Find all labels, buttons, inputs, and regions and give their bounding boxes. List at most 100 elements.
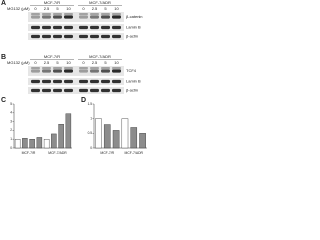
blot-band [31,13,40,15]
bar [95,118,102,149]
lane-label: 10 [114,6,119,11]
row-label: β-actin [126,88,138,93]
blot-band [79,67,88,69]
blot-band [90,34,99,39]
bar [43,138,50,149]
treatment-label: MG132 (μM) [7,6,30,11]
blot-band [79,69,88,73]
bar [65,113,72,149]
y-tick-label: 1.5 [88,102,93,106]
blot-band [42,13,51,15]
blot-band [42,34,51,39]
blot-band [90,88,99,93]
blot-band [90,13,99,15]
y-tick-label: 5 [10,102,12,106]
blot-band [90,69,99,73]
blot-band [53,13,62,15]
blot-band [112,67,121,69]
lane-label: 0 [34,60,37,65]
blot-band [64,69,73,73]
group-label: MCF-7/ADR [125,151,144,155]
treatment-label: MG132 (μM) [7,60,30,65]
row-label: β-actin [126,34,138,39]
blot-band [90,79,99,84]
blot-band [31,15,40,19]
blot-band [112,25,121,30]
blot-band [79,88,88,93]
bar [58,124,64,149]
bar [103,124,111,149]
blot-band [112,13,121,15]
y-tick-label: 2 [10,128,12,132]
blot-band [64,88,73,93]
y-tick-label: 1 [10,137,12,141]
blot-band [79,13,88,15]
page: A MG132 (μM) MCF-7/R 0 2.5 5 10 MCF-7/ADR 0 2.5 5 1… [0,0,150,160]
lane-label: 2.5 [44,60,50,65]
lane-label: 5 [56,60,59,65]
bar [51,133,57,149]
panel-label: C [1,97,6,104]
bar [112,130,120,149]
blot-strip [28,78,124,85]
group-label: MCF-7/R [22,151,36,155]
blot-band [101,79,110,84]
blot-band [112,69,121,73]
blot-band [112,15,121,19]
blot-band [42,69,51,73]
blot-band [53,69,62,73]
blot-band [90,67,99,69]
blot-strip [28,24,124,31]
blot-band [90,25,99,30]
lane-label: 2.5 [92,6,98,11]
blot-band [31,79,40,84]
blot-band [64,79,73,84]
lane-label: 10 [114,60,119,65]
blot-band [42,88,51,93]
blot-band [79,25,88,30]
blot-band [101,34,110,39]
blot-band [101,69,110,73]
group-label: MCF-7/ADR [48,151,67,155]
blot-band [53,34,62,39]
lane-label: 5 [56,6,59,11]
blot-band [31,25,40,30]
y-tick-label: 0 [90,146,92,150]
y-tick-label: 0 [10,146,12,150]
blot-strip [28,12,124,22]
panel-label: A [1,0,6,7]
lane-label: 10 [66,6,71,11]
bar [36,137,43,149]
blot-band [101,15,110,19]
bar [130,127,138,149]
blot-band [101,25,110,30]
blot-band [79,15,88,19]
blot-band [101,88,110,93]
bar [139,133,146,149]
blot-band [79,34,88,39]
y-tick-label: 1 [90,117,92,121]
blot-band [42,79,51,84]
blot-strip [28,66,124,76]
blot-strip [28,87,124,94]
y-tick-label: 4 [10,111,12,115]
blot-band [101,67,110,69]
blot-strip [28,33,124,40]
blot-band [42,15,51,19]
blot-band [53,79,62,84]
group-label: MCF-7/R [100,151,114,155]
blot-band [64,13,73,15]
blot-band [64,67,73,69]
lane-label: 5 [104,6,107,11]
bar [22,138,28,149]
blot-band [42,25,51,30]
lane-label: 2.5 [92,60,98,65]
panel-label: B [1,54,6,61]
blot-band [112,88,121,93]
blot-band [31,67,40,69]
row-label: Lamin B [126,79,141,84]
blot-band [53,25,62,30]
blot-band [64,34,73,39]
blot-band [112,79,121,84]
